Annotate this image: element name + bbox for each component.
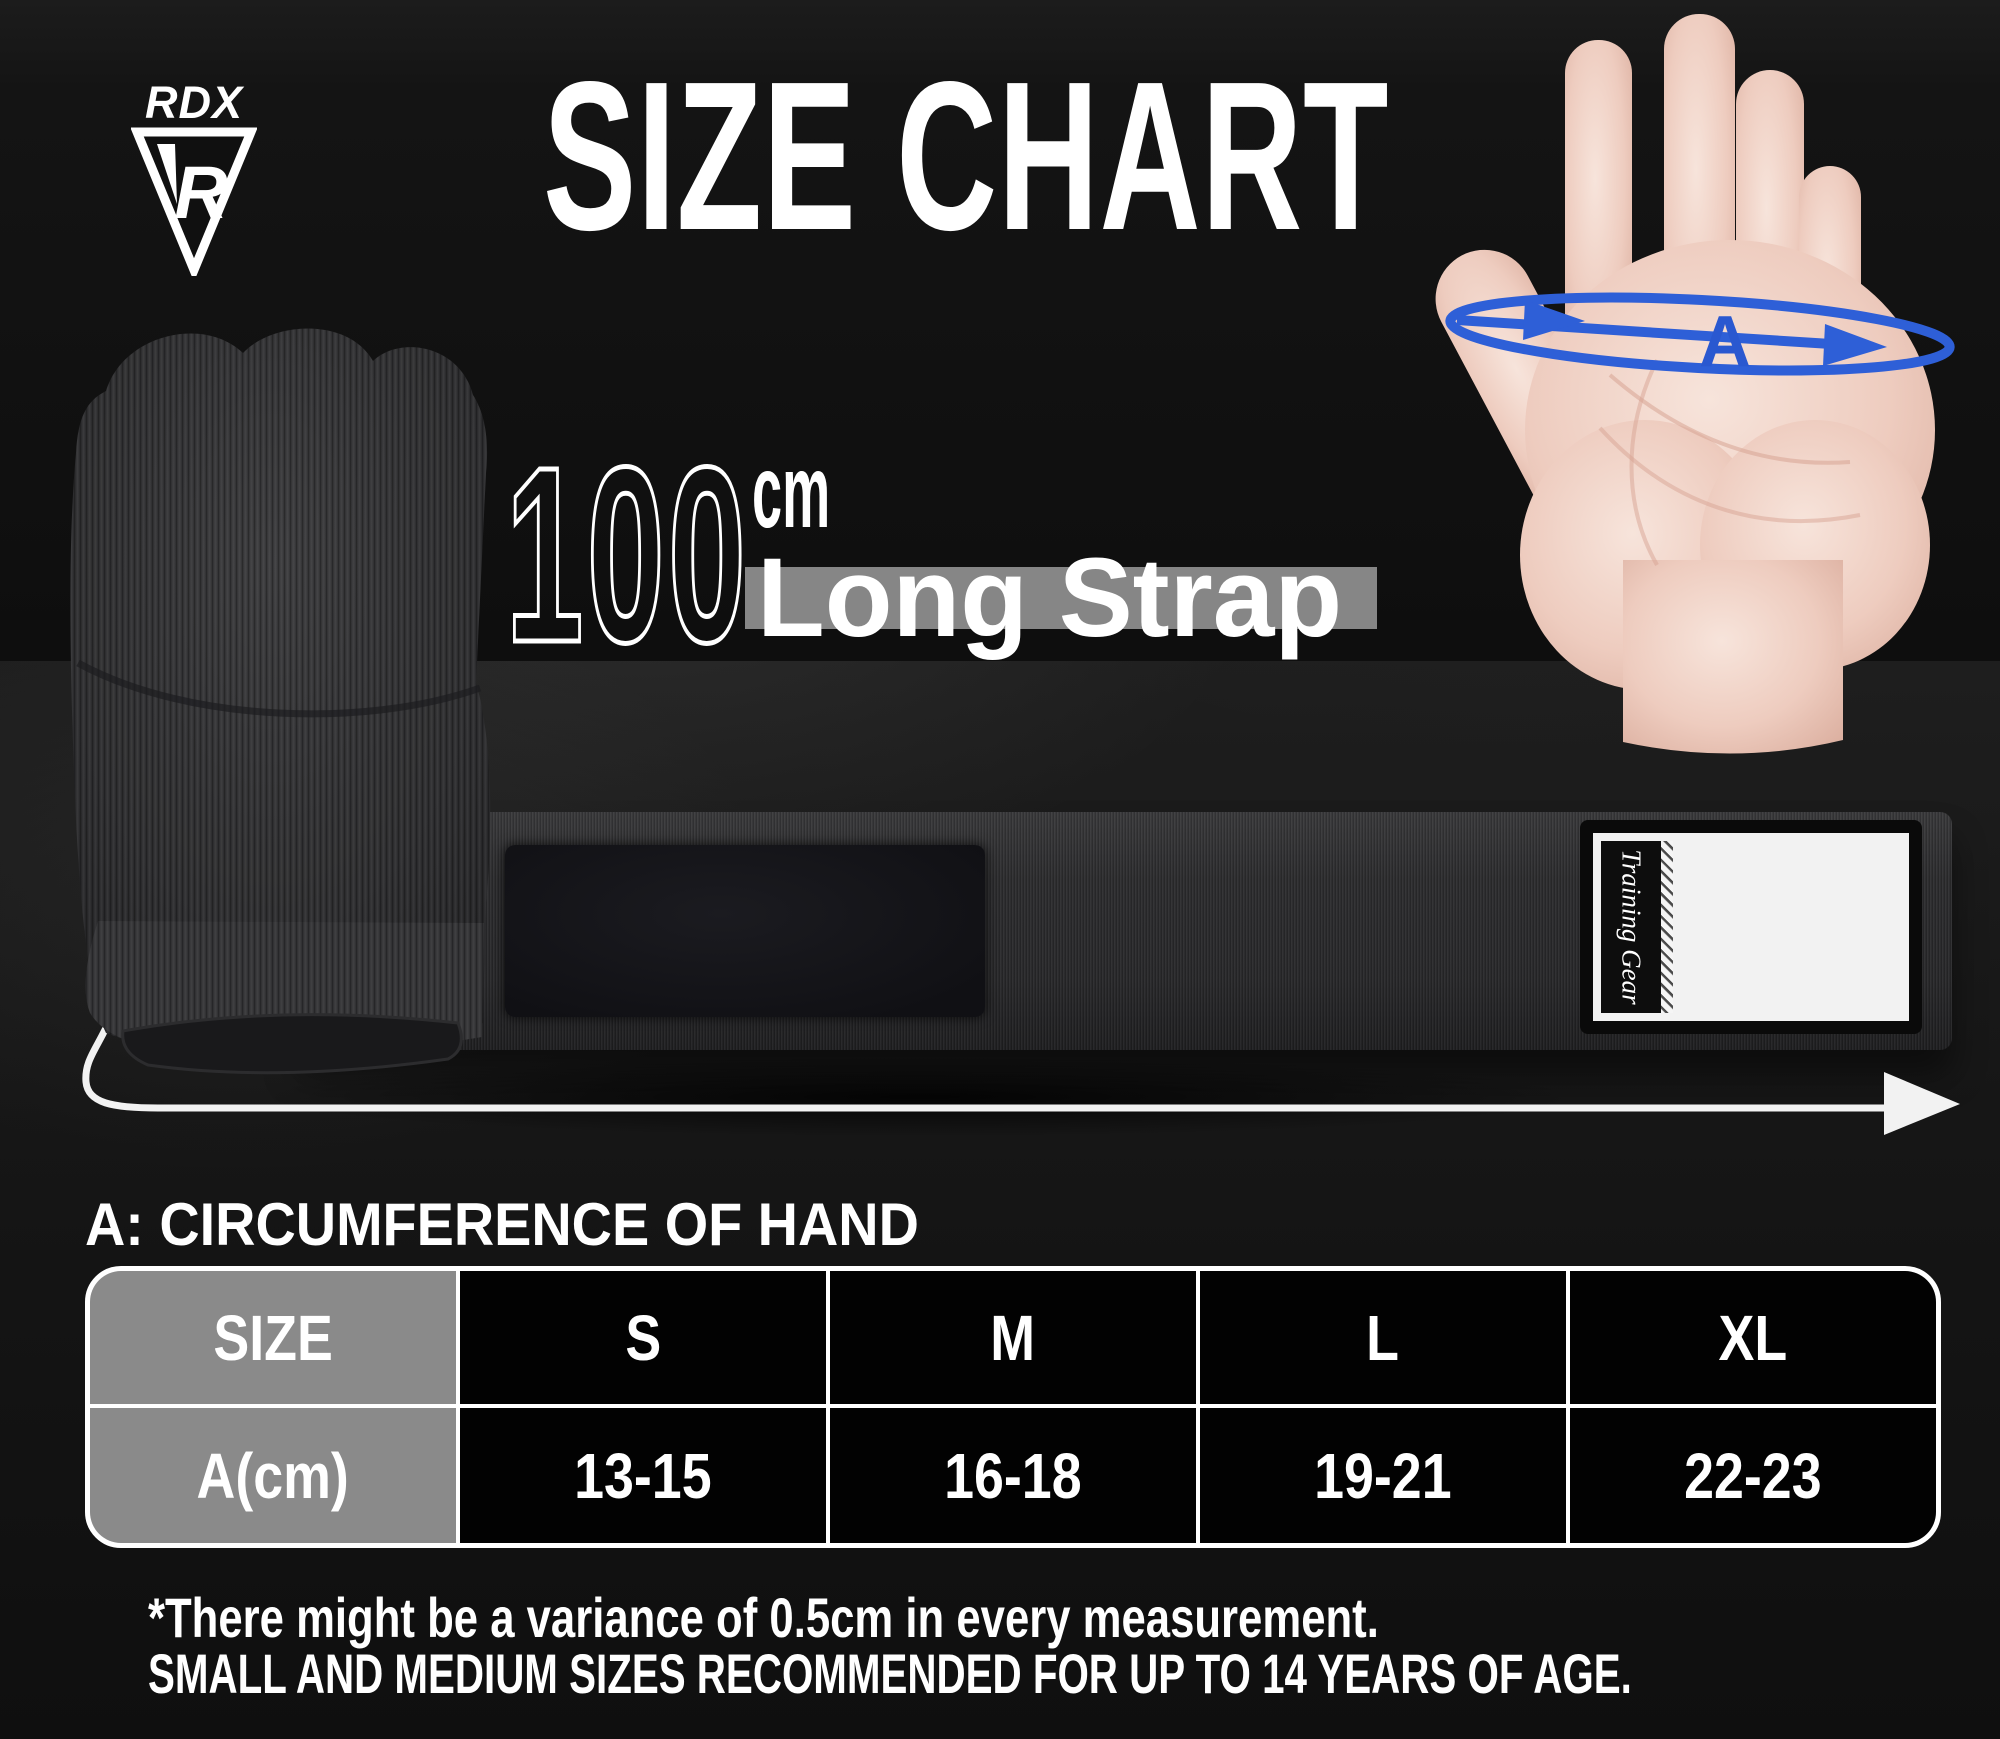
size-table-value-xl: 22-23 (1570, 1408, 1936, 1543)
size-table-value-s: 13-15 (460, 1408, 826, 1543)
glove-image (70, 328, 491, 1075)
strap-length-outline: 100 (504, 452, 750, 667)
size-table-header-s: S (460, 1271, 826, 1404)
strap-brand-label: Training Gear R RDX (1580, 820, 1922, 1034)
page-title: SIZE CHART (543, 37, 1390, 274)
size-table-header-size: SIZE (90, 1271, 456, 1404)
rdx-logo: RDX R (128, 80, 260, 280)
size-table-header-xl: XL (1570, 1271, 1936, 1404)
glove-shape (70, 328, 491, 1075)
measurement-a-arrow: A (1445, 292, 1955, 382)
size-table-row-label: A(cm) (90, 1408, 456, 1543)
strap-length-label: Long Strap (757, 535, 1343, 660)
size-table-value-m: 16-18 (830, 1408, 1196, 1543)
strap-length-value: 100 (506, 452, 750, 667)
measure-label-a: A (1699, 302, 1751, 382)
size-table-header-m: M (830, 1271, 1196, 1404)
measure-heading: A: CIRCUMFERENCE OF HAND (85, 1191, 919, 1258)
label-script-section: Training Gear (1601, 841, 1661, 1013)
strap-length-unit: cm (752, 434, 831, 550)
hand-photo: A (1435, 14, 1955, 754)
strap-brand-label-inner: Training Gear R RDX (1593, 833, 1909, 1021)
size-table: SIZE S M L XL A(cm) 13-15 16-18 19-21 22… (85, 1266, 1941, 1548)
rdx-logo-mark-letter: R (174, 151, 227, 234)
long-strap-highlight-band (745, 567, 1377, 629)
strap-image: Training Gear R RDX (298, 812, 1952, 1050)
footnote-age-recommendation: SMALL AND MEDIUM SIZES RECOMMENDED FOR U… (148, 1642, 1632, 1705)
rdx-logo-wordmark: RDX (144, 77, 243, 128)
footnote-variance: *There might be a variance of 0.5cm in e… (148, 1586, 1379, 1649)
size-table-header-l: L (1200, 1271, 1566, 1404)
size-table-value-l: 19-21 (1200, 1408, 1566, 1543)
velcro-patch (505, 845, 985, 1017)
rdx-logo-mark-icon: R (131, 127, 257, 276)
